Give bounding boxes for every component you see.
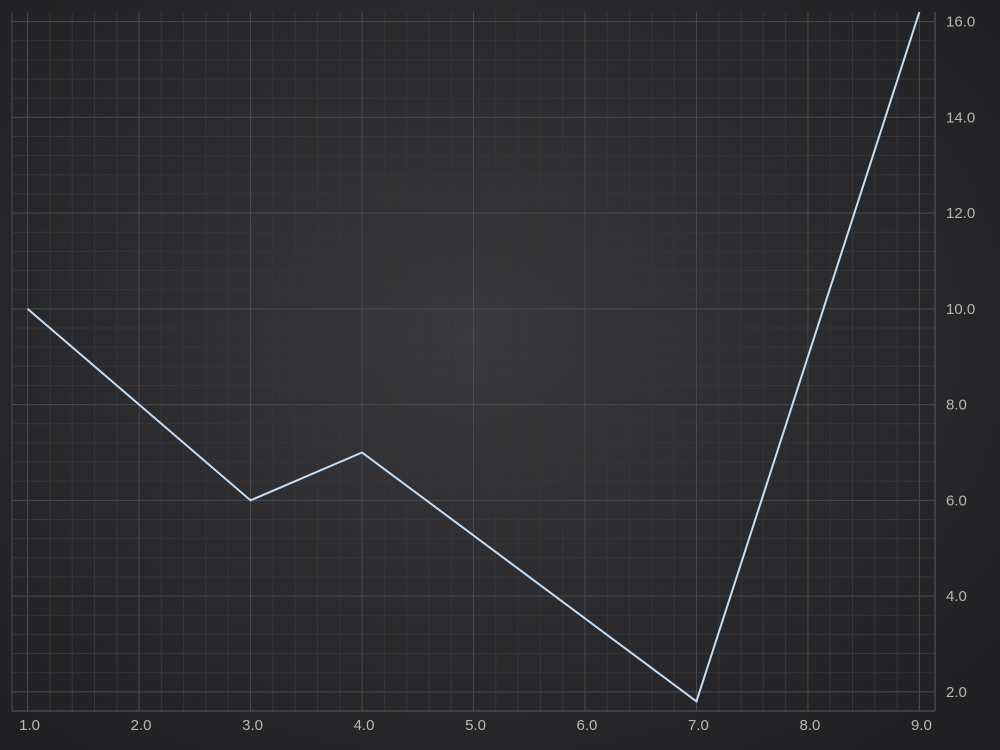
x-tick-label: 5.0 [465,717,486,734]
x-tick-label: 3.0 [242,717,263,734]
y-axis-ticks: 2.0 4.0 6.0 8.0 10.0 12.0 14.0 16.0 [946,14,975,701]
y-tick-label: 10.0 [946,301,975,318]
x-tick-label: 6.0 [577,717,598,734]
series-layer [26,11,921,704]
y-tick-label: 12.0 [946,205,975,222]
y-tick-label: 4.0 [946,588,967,605]
x-axis-ticks: 1.0 2.0 3.0 4.0 5.0 6.0 7.0 8.0 9.0 [19,717,932,734]
x-tick-label: 8.0 [799,717,820,734]
series-line-0 [26,11,921,704]
y-tick-label: 16.0 [946,14,975,31]
axis-lines [11,12,936,712]
x-tick-label: 7.0 [688,717,709,734]
y-tick-label: 14.0 [946,109,975,126]
major-grid [12,12,935,711]
y-tick-label: 2.0 [946,684,967,701]
y-tick-label: 8.0 [946,397,967,414]
x-tick-label: 1.0 [19,717,40,734]
x-tick-label: 4.0 [354,717,375,734]
x-tick-label: 9.0 [911,717,932,734]
x-tick-label: 2.0 [131,717,152,734]
y-tick-label: 6.0 [946,492,967,509]
